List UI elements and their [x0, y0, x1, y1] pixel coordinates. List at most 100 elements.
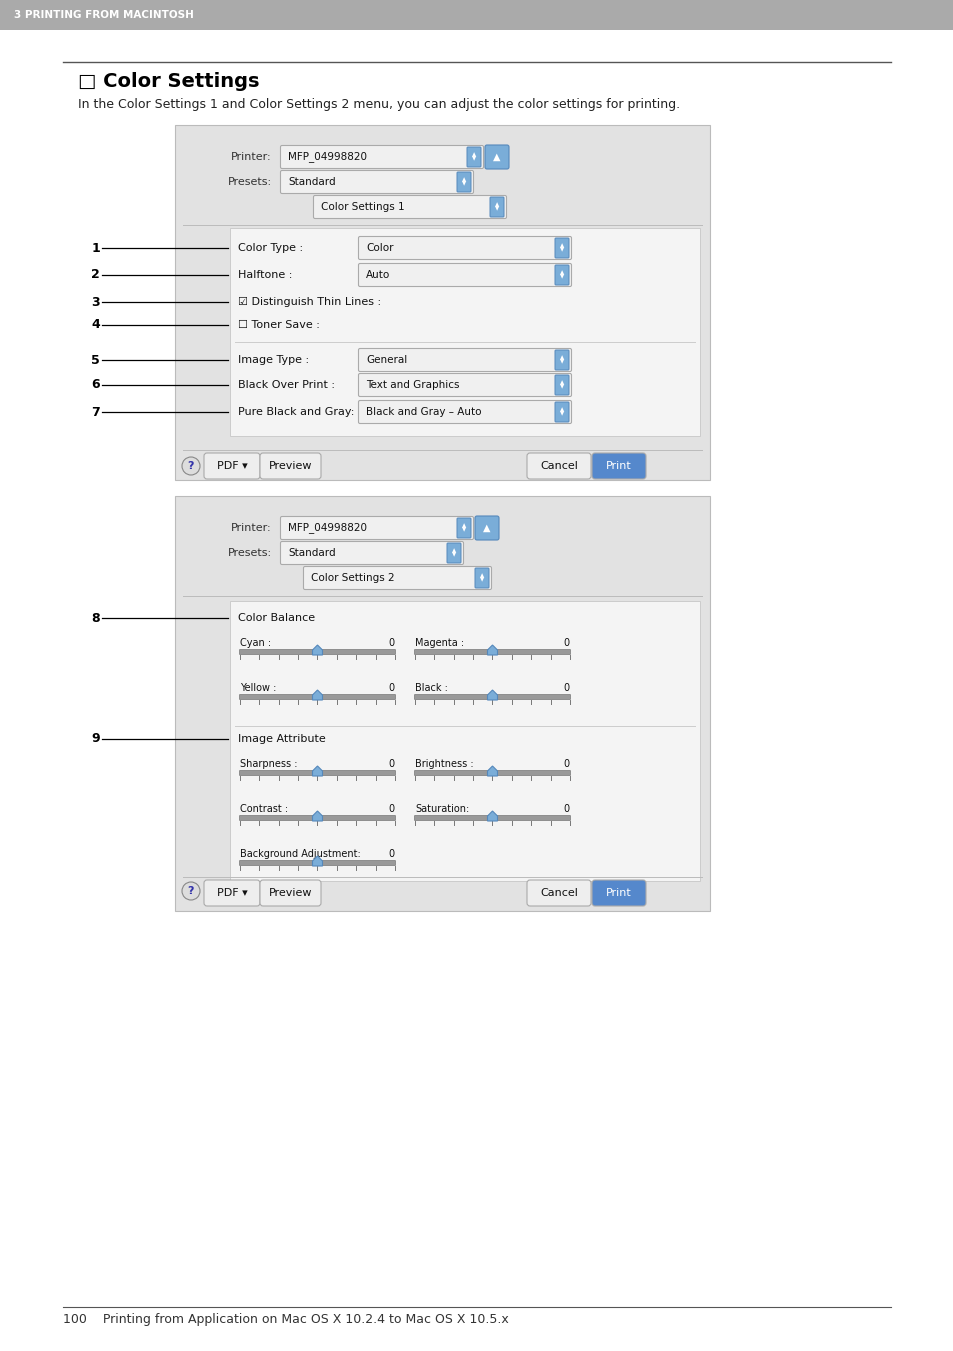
Text: Black Over Print :: Black Over Print : — [237, 380, 335, 390]
Text: 0: 0 — [389, 804, 395, 815]
Text: ▲: ▲ — [559, 355, 563, 361]
Text: 5: 5 — [91, 354, 100, 366]
FancyBboxPatch shape — [555, 265, 568, 285]
FancyBboxPatch shape — [358, 263, 571, 286]
Text: ▲: ▲ — [461, 523, 466, 528]
Text: Contrast :: Contrast : — [240, 804, 288, 815]
Polygon shape — [487, 690, 497, 700]
FancyBboxPatch shape — [555, 238, 568, 258]
FancyBboxPatch shape — [555, 350, 568, 370]
FancyBboxPatch shape — [456, 517, 471, 538]
Text: 4: 4 — [91, 319, 100, 331]
Text: ▼: ▼ — [479, 577, 483, 582]
FancyBboxPatch shape — [414, 694, 570, 700]
Circle shape — [182, 457, 200, 476]
Text: 0: 0 — [563, 759, 569, 769]
FancyBboxPatch shape — [230, 601, 700, 881]
Polygon shape — [313, 766, 322, 775]
Text: ▼: ▼ — [452, 553, 456, 558]
FancyBboxPatch shape — [239, 816, 395, 820]
FancyBboxPatch shape — [358, 400, 571, 423]
FancyBboxPatch shape — [204, 880, 260, 907]
Text: ▲: ▲ — [452, 549, 456, 554]
FancyBboxPatch shape — [239, 694, 395, 700]
Text: Color: Color — [366, 243, 393, 253]
Text: Color Type :: Color Type : — [237, 243, 303, 253]
Text: ▲: ▲ — [559, 408, 563, 412]
Text: Presets:: Presets: — [228, 177, 272, 186]
FancyBboxPatch shape — [280, 542, 463, 565]
Text: PDF ▾: PDF ▾ — [216, 888, 247, 898]
Text: Sharpness :: Sharpness : — [240, 759, 297, 769]
FancyBboxPatch shape — [467, 147, 480, 168]
Text: 2: 2 — [91, 269, 100, 281]
Text: Printer:: Printer: — [232, 153, 272, 162]
Text: ▲: ▲ — [461, 177, 466, 182]
Text: 9: 9 — [91, 732, 100, 746]
Text: ▼: ▼ — [559, 274, 563, 280]
Text: Cancel: Cancel — [539, 888, 578, 898]
Text: Color Balance: Color Balance — [237, 613, 314, 623]
Polygon shape — [487, 644, 497, 655]
FancyBboxPatch shape — [239, 770, 395, 775]
Text: ▼: ▼ — [559, 247, 563, 253]
Text: General: General — [366, 355, 407, 365]
Text: ▼: ▼ — [559, 385, 563, 389]
Text: ☐ Toner Save :: ☐ Toner Save : — [237, 320, 319, 330]
Text: ▼: ▼ — [559, 359, 563, 365]
FancyBboxPatch shape — [230, 228, 700, 436]
FancyBboxPatch shape — [0, 0, 953, 30]
Text: Magenta :: Magenta : — [415, 638, 464, 648]
Text: 8: 8 — [91, 612, 100, 624]
Polygon shape — [487, 811, 497, 821]
Text: Image Type :: Image Type : — [237, 355, 309, 365]
Text: 100    Printing from Application on Mac OS X 10.2.4 to Mac OS X 10.5.x: 100 Printing from Application on Mac OS … — [63, 1313, 508, 1327]
Text: 0: 0 — [563, 638, 569, 648]
Circle shape — [182, 882, 200, 900]
FancyBboxPatch shape — [592, 880, 645, 907]
Text: Preview: Preview — [269, 888, 312, 898]
Text: Halftone :: Halftone : — [237, 270, 292, 280]
Text: Black and Gray – Auto: Black and Gray – Auto — [366, 407, 481, 417]
Text: In the Color Settings 1 and Color Settings 2 menu, you can adjust the color sett: In the Color Settings 1 and Color Settin… — [78, 99, 679, 111]
FancyBboxPatch shape — [414, 770, 570, 775]
FancyBboxPatch shape — [314, 196, 506, 219]
FancyBboxPatch shape — [358, 236, 571, 259]
Text: □ Color Settings: □ Color Settings — [78, 72, 259, 91]
Text: Print: Print — [605, 461, 631, 471]
Text: Color Settings 2: Color Settings 2 — [311, 573, 395, 584]
Text: Text and Graphics: Text and Graphics — [366, 380, 459, 390]
Text: Standard: Standard — [288, 549, 335, 558]
Text: MFP_04998820: MFP_04998820 — [288, 523, 367, 534]
Polygon shape — [313, 690, 322, 700]
FancyBboxPatch shape — [490, 197, 503, 218]
Text: 0: 0 — [389, 638, 395, 648]
FancyBboxPatch shape — [303, 566, 491, 589]
Polygon shape — [487, 766, 497, 775]
Text: ▼: ▼ — [472, 157, 476, 162]
FancyBboxPatch shape — [526, 453, 590, 480]
Text: 1: 1 — [91, 242, 100, 254]
Text: Printer:: Printer: — [232, 523, 272, 534]
FancyBboxPatch shape — [204, 453, 260, 480]
Text: 0: 0 — [563, 684, 569, 693]
Text: ▲: ▲ — [559, 381, 563, 385]
FancyBboxPatch shape — [280, 170, 473, 193]
FancyBboxPatch shape — [239, 650, 395, 654]
Text: Presets:: Presets: — [228, 549, 272, 558]
Text: 3: 3 — [91, 296, 100, 308]
Text: Color Settings 1: Color Settings 1 — [320, 203, 404, 212]
FancyBboxPatch shape — [456, 172, 471, 192]
Text: Background Adjustment:: Background Adjustment: — [240, 848, 360, 859]
Text: 7: 7 — [91, 405, 100, 419]
FancyBboxPatch shape — [414, 816, 570, 820]
Text: Standard: Standard — [288, 177, 335, 186]
Text: ?: ? — [188, 461, 194, 471]
Text: Pure Black and Gray:: Pure Black and Gray: — [237, 407, 354, 417]
FancyBboxPatch shape — [592, 453, 645, 480]
FancyBboxPatch shape — [260, 453, 320, 480]
FancyBboxPatch shape — [239, 861, 395, 866]
Text: Auto: Auto — [366, 270, 390, 280]
FancyBboxPatch shape — [260, 880, 320, 907]
Polygon shape — [313, 857, 322, 866]
